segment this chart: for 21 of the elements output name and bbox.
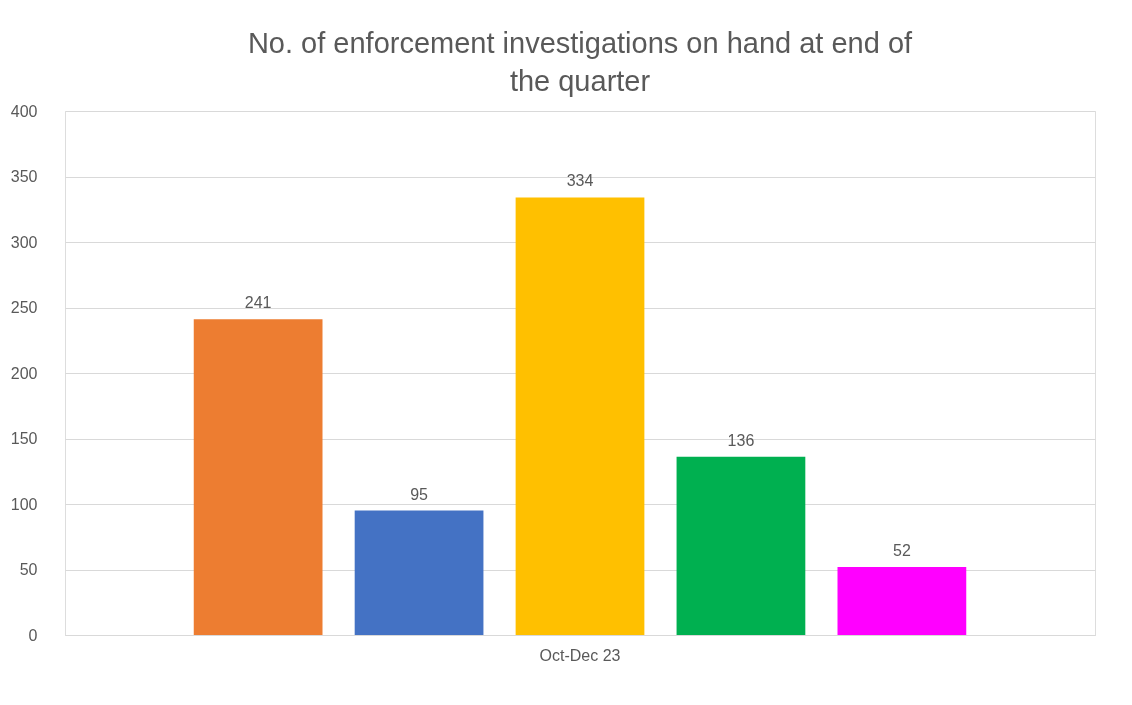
data-label: 52 [892, 541, 911, 559]
y-tick-label: 350 [10, 168, 38, 185]
y-tick-label: 0 [28, 626, 38, 644]
chart-title: No. of enforcement investigations on hand at end of the quarter [247, 27, 914, 97]
bar [354, 510, 484, 635]
y-tick-label: 100 [10, 495, 38, 513]
data-label: 136 [727, 431, 755, 449]
y-tick-label: 250 [10, 299, 38, 316]
y-tick-label: 150 [10, 430, 38, 447]
bar [676, 456, 806, 635]
y-tick-label: 300 [10, 233, 38, 251]
data-label: 334 [566, 172, 594, 190]
bar [515, 197, 645, 635]
y-tick-label: 200 [10, 364, 38, 382]
x-tick-label: Oct-Dec 23 [539, 646, 621, 664]
y-tick-label: 50 [19, 561, 38, 578]
data-label: 95 [410, 485, 429, 503]
data-label: 241 [244, 294, 272, 312]
y-tick-label: 400 [10, 102, 38, 120]
bar [193, 319, 323, 635]
bar [837, 566, 967, 635]
